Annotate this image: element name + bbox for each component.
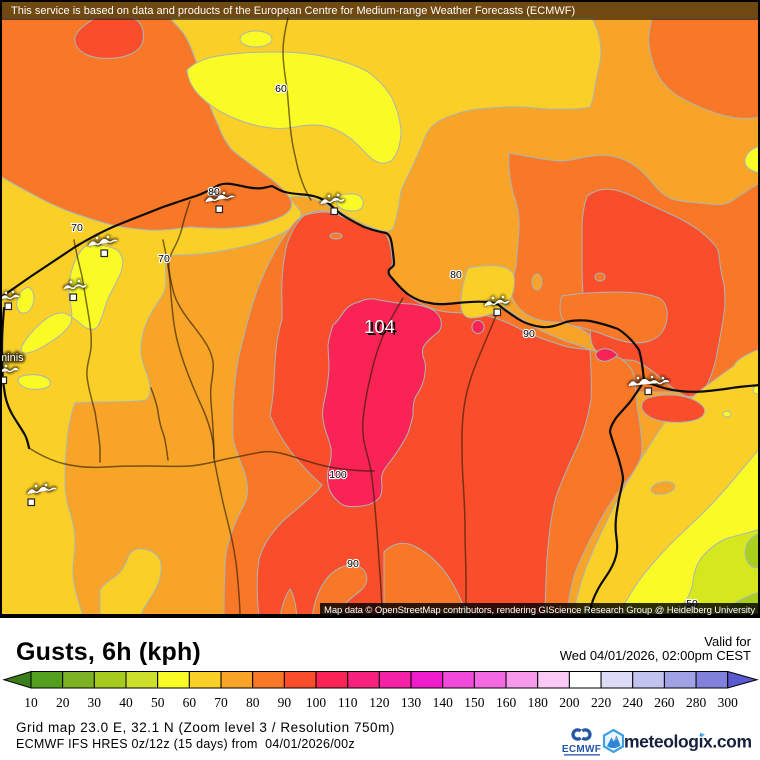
svg-text:70: 70 <box>158 253 170 265</box>
svg-text:minis: minis <box>0 352 24 364</box>
svg-text:meteologix.com: meteologix.com <box>624 732 752 752</box>
svg-text:80: 80 <box>450 269 462 281</box>
svg-text:ECMWF: ECMWF <box>562 744 601 755</box>
svg-text:104: 104 <box>365 317 396 338</box>
svg-text:60: 60 <box>275 83 287 95</box>
svg-text:70: 70 <box>71 222 83 234</box>
svg-text:104: 104 <box>367 318 398 339</box>
svg-text:minis: minis <box>0 352 24 364</box>
svg-text:104: 104 <box>364 316 395 337</box>
svg-text:100: 100 <box>329 469 347 481</box>
svg-text:90: 90 <box>347 558 359 570</box>
svg-text:90: 90 <box>523 328 535 340</box>
